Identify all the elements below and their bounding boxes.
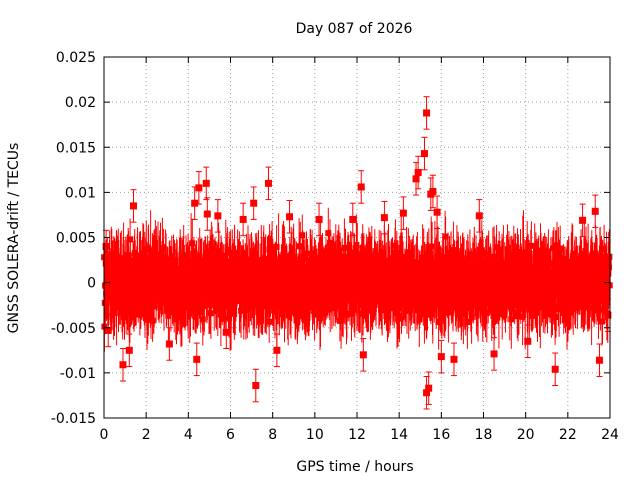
chart-title: Day 087 of 2026 xyxy=(296,21,413,37)
outlier-point xyxy=(250,199,258,207)
y-tick-label: 0.02 xyxy=(65,95,96,111)
outlier-point xyxy=(286,213,294,221)
x-tick-label: 20 xyxy=(517,427,535,443)
outlier-point xyxy=(423,389,431,397)
x-tick-label: 6 xyxy=(226,427,235,443)
y-tick-label: 0.005 xyxy=(56,231,96,247)
outlier-point xyxy=(591,207,599,215)
outlier-point xyxy=(437,353,445,361)
x-tick-label: 0 xyxy=(100,427,109,443)
tick-layer: 0 2 4 6 8 10 12 14 16 18 20 22 24-0.015-0.01-0.00500… xyxy=(51,50,619,443)
x-axis-label: GPS time / hours xyxy=(296,459,413,475)
x-tick-label: 10 xyxy=(306,427,324,443)
outlier-point xyxy=(357,183,365,191)
outlier-point xyxy=(193,355,201,363)
outlier-point xyxy=(349,215,357,223)
outlier-point xyxy=(399,209,407,217)
outlier-point xyxy=(202,179,210,187)
x-tick-label: 22 xyxy=(559,427,577,443)
outlier-point xyxy=(222,328,230,336)
y-tick-label: -0.005 xyxy=(51,321,96,337)
outlier-point xyxy=(125,346,133,354)
outlier-point xyxy=(239,215,247,223)
x-tick-label: 8 xyxy=(268,427,277,443)
outlier-point xyxy=(273,346,281,354)
outlier-point xyxy=(490,350,498,358)
outlier-point xyxy=(165,340,173,348)
outlier-point xyxy=(425,384,433,392)
outlier-point xyxy=(104,326,112,334)
outlier-point xyxy=(252,382,260,390)
x-tick-label: 14 xyxy=(390,427,408,443)
outlier-point xyxy=(579,216,587,224)
outlier-point xyxy=(130,202,138,210)
outlier-point xyxy=(414,169,422,177)
x-tick-label: 16 xyxy=(432,427,450,443)
outlier-point xyxy=(214,212,222,220)
outlier-point xyxy=(450,355,458,363)
outlier-point xyxy=(119,361,127,369)
outlier-point xyxy=(359,351,367,359)
y-tick-label: 0.025 xyxy=(56,50,96,66)
x-tick-label: 2 xyxy=(142,427,151,443)
outlier-point xyxy=(264,179,272,187)
outlier-point xyxy=(604,311,612,319)
outlier-point xyxy=(551,365,559,373)
outlier-point xyxy=(429,187,437,195)
x-tick-label: 18 xyxy=(475,427,493,443)
outlier-point xyxy=(423,109,431,117)
outlier-point xyxy=(102,243,110,251)
y-axis-label: GNSS SOLERA-drift / TECUs xyxy=(6,143,22,334)
data-layer xyxy=(101,96,613,410)
outlier-point xyxy=(412,175,420,183)
outlier-point xyxy=(420,150,428,158)
y-tick-label: 0.015 xyxy=(56,140,96,156)
outlier-point xyxy=(524,337,532,345)
x-tick-label: 24 xyxy=(601,427,619,443)
y-tick-label: 0 xyxy=(87,276,96,292)
outlier-point xyxy=(191,199,199,207)
outlier-point xyxy=(203,210,211,218)
outlier-point xyxy=(315,215,323,223)
x-tick-label: 4 xyxy=(184,427,193,443)
y-tick-label: -0.015 xyxy=(51,411,96,427)
y-tick-label: 0.01 xyxy=(65,185,96,201)
y-tick-label: -0.01 xyxy=(60,366,96,382)
outlier-point xyxy=(195,184,203,192)
outlier-point xyxy=(595,356,603,364)
series-markers xyxy=(101,230,613,330)
outlier-point xyxy=(475,212,483,220)
outlier-point xyxy=(433,208,441,216)
outlier-point xyxy=(380,214,388,222)
x-tick-label: 12 xyxy=(348,427,366,443)
